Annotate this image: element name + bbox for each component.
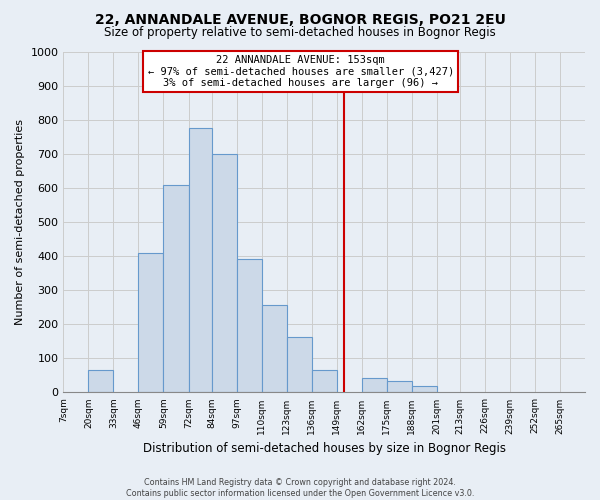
Bar — [236, 260, 262, 392]
Bar — [262, 306, 287, 392]
Bar — [287, 337, 311, 392]
Bar — [387, 381, 412, 392]
Bar — [139, 254, 163, 392]
Text: 22 ANNANDALE AVENUE: 153sqm
← 97% of semi-detached houses are smaller (3,427)
3%: 22 ANNANDALE AVENUE: 153sqm ← 97% of sem… — [148, 55, 454, 88]
Bar — [188, 128, 212, 392]
Text: Contains HM Land Registry data © Crown copyright and database right 2024.
Contai: Contains HM Land Registry data © Crown c… — [126, 478, 474, 498]
Text: Size of property relative to semi-detached houses in Bognor Regis: Size of property relative to semi-detach… — [104, 26, 496, 39]
Bar — [212, 154, 236, 392]
Bar — [163, 185, 188, 392]
Bar — [311, 370, 337, 392]
Bar — [412, 386, 437, 392]
Y-axis label: Number of semi-detached properties: Number of semi-detached properties — [15, 119, 25, 325]
X-axis label: Distribution of semi-detached houses by size in Bognor Regis: Distribution of semi-detached houses by … — [143, 442, 506, 455]
Text: 22, ANNANDALE AVENUE, BOGNOR REGIS, PO21 2EU: 22, ANNANDALE AVENUE, BOGNOR REGIS, PO21… — [95, 12, 505, 26]
Bar — [88, 370, 113, 392]
Bar — [362, 378, 387, 392]
